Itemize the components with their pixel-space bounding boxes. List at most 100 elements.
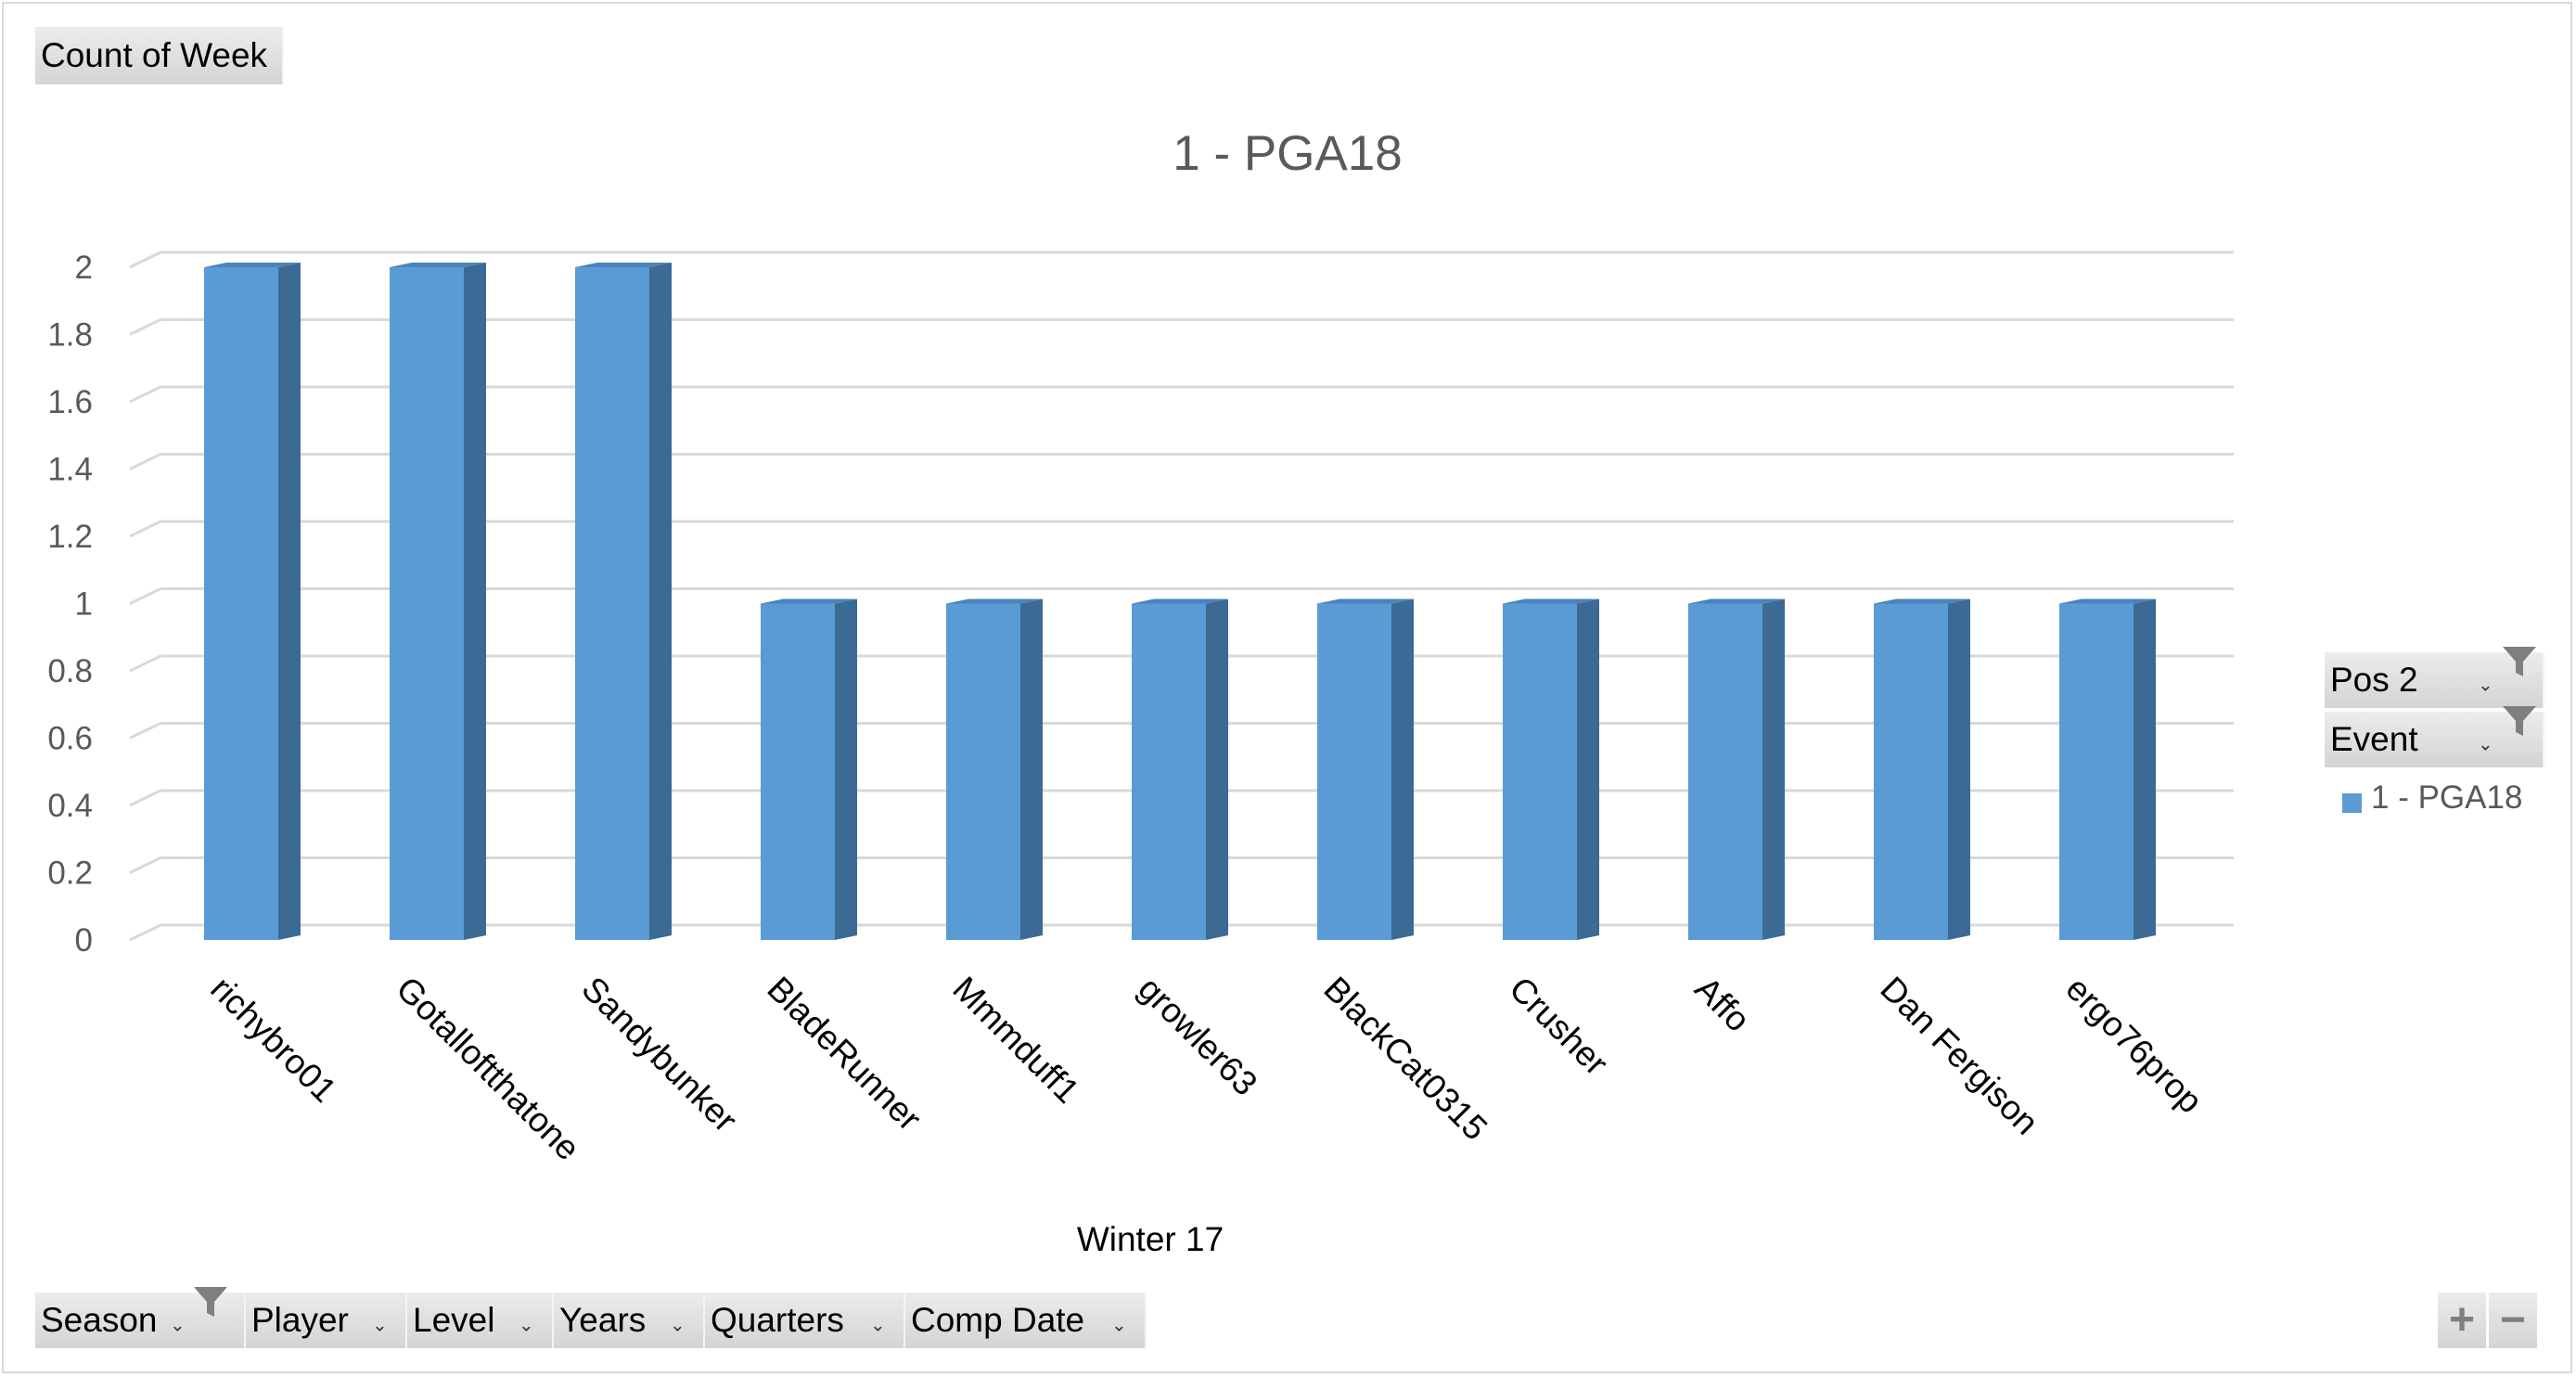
legend-swatch: [2342, 793, 2362, 813]
bar-top: [390, 263, 486, 267]
axis-field-button-season[interactable]: Season ⌄: [35, 1287, 246, 1348]
bar[interactable]: [946, 598, 1043, 941]
axis-field-button-comp-date[interactable]: Comp Date ⌄: [905, 1293, 1147, 1348]
gridline-depth: [129, 722, 161, 740]
legend-entry: 1 - PGA18: [2371, 779, 2523, 816]
value-field-button[interactable]: Count of Week: [35, 27, 284, 84]
gridline-depth: [129, 251, 161, 269]
axis-field-button-player[interactable]: Player ⌄: [246, 1293, 407, 1348]
bar-side: [1948, 598, 1970, 940]
bar-front: [204, 267, 278, 940]
x-tick-label: ergo76prop: [2058, 970, 2210, 1121]
value-field-label: Count of Week: [41, 36, 268, 74]
bar-side: [835, 598, 857, 940]
chevron-down-icon: ⌄: [170, 1315, 186, 1336]
axis-field-label: Quarters: [711, 1301, 844, 1339]
bar-side: [2134, 598, 2156, 940]
legend-field-button-event[interactable]: Event ⌄: [2325, 706, 2544, 767]
bar-front: [390, 267, 464, 940]
bar-front: [1688, 603, 1762, 940]
bar-front: [575, 267, 649, 940]
bar-side: [1391, 598, 1414, 940]
bar-front: [946, 603, 1020, 940]
y-tick-label: 0.8: [47, 653, 93, 689]
bar-side: [1577, 598, 1599, 940]
bar-top: [2059, 598, 2156, 604]
bar-front: [761, 603, 835, 940]
bar-top: [1688, 598, 1785, 604]
x-tick-label: BlackCat0315: [1316, 970, 1494, 1148]
axis-field-label: Season: [41, 1301, 158, 1339]
bar-front: [1503, 603, 1577, 940]
chevron-down-icon: ⌄: [1111, 1315, 1127, 1336]
filter-icon: [194, 1287, 227, 1317]
bar-front: [1874, 603, 1948, 940]
filter-icon: [2503, 647, 2536, 676]
gridline-depth: [129, 318, 161, 336]
gridline-depth: [129, 789, 161, 807]
chevron-down-icon: ⌄: [372, 1315, 388, 1336]
gridline-depth: [129, 453, 161, 470]
bar-top: [1503, 598, 1599, 604]
bar-front: [2059, 603, 2134, 940]
bar[interactable]: [204, 263, 301, 940]
chevron-down-icon: ⌄: [870, 1315, 886, 1336]
legend-field-button-pos-2[interactable]: Pos 2 ⌄: [2325, 647, 2544, 708]
gridline-depth: [129, 856, 161, 874]
chevron-down-icon: ⌄: [2478, 675, 2493, 696]
x-tick-label: Sandybunker: [574, 970, 744, 1139]
chevron-down-icon: ⌄: [2478, 734, 2493, 755]
x-tick-label: Gotalloftthatone: [389, 970, 587, 1168]
axis-field-label: Player: [251, 1301, 349, 1339]
y-tick-label: 1.6: [47, 384, 93, 420]
bar-top: [1132, 598, 1228, 604]
bar-top: [575, 263, 672, 267]
bar[interactable]: [1503, 598, 1599, 941]
bar[interactable]: [1874, 598, 1970, 941]
gridline-depth: [129, 587, 161, 605]
y-tick-label: 0.2: [47, 856, 93, 892]
y-tick-label: 1: [75, 586, 93, 623]
bar[interactable]: [390, 263, 486, 940]
y-tick-label: 2: [75, 250, 93, 286]
bar-side: [649, 263, 672, 940]
gridline-depth: [129, 520, 161, 538]
x-tick-label: Mmmduff1: [945, 970, 1086, 1111]
legend-field-label: Pos 2: [2330, 661, 2418, 699]
chevron-down-icon: ⌄: [670, 1315, 686, 1336]
axis-field-button-quarters[interactable]: Quarters ⌄: [705, 1293, 905, 1348]
bar[interactable]: [2059, 598, 2156, 941]
bar[interactable]: [1688, 598, 1785, 941]
x-tick-label: Crusher: [1502, 970, 1615, 1083]
axis-field-label: Comp Date: [911, 1301, 1085, 1339]
bar-top: [1874, 598, 1970, 604]
zoom-in-button[interactable]: +: [2438, 1293, 2486, 1348]
bar-top: [204, 263, 301, 267]
group-label: Winter 17: [1077, 1220, 1224, 1258]
chevron-down-icon: ⌄: [519, 1315, 534, 1336]
x-tick-label: richybro01: [203, 970, 343, 1110]
x-tick-label: Affo: [1687, 970, 1757, 1039]
bar[interactable]: [1132, 598, 1228, 941]
gridline-depth: [129, 923, 161, 942]
axis-field-button-years[interactable]: Years ⌄: [554, 1293, 705, 1348]
legend-field-label: Event: [2330, 720, 2418, 758]
axis-field-label: Years: [559, 1301, 647, 1339]
bar-front: [1132, 603, 1206, 940]
axis-field-label: Level: [413, 1301, 495, 1339]
bar[interactable]: [761, 598, 857, 941]
bar-side: [1206, 598, 1228, 940]
y-tick-label: 0.6: [47, 721, 93, 757]
gridline-depth: [129, 654, 161, 673]
filter-icon: [2503, 706, 2536, 736]
bar[interactable]: [1317, 598, 1414, 941]
bar-top: [761, 598, 857, 604]
bar[interactable]: [575, 263, 672, 940]
zoom-out-button[interactable]: −: [2489, 1293, 2537, 1348]
bar-side: [1020, 598, 1043, 940]
bar-top: [1317, 598, 1414, 604]
bar-front: [1317, 603, 1391, 940]
axis-field-button-level[interactable]: Level ⌄: [407, 1293, 554, 1348]
